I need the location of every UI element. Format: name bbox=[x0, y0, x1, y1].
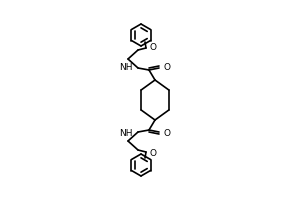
Text: O: O bbox=[163, 62, 170, 72]
Text: O: O bbox=[150, 148, 157, 158]
Text: NH: NH bbox=[119, 62, 133, 72]
Text: NH: NH bbox=[119, 129, 133, 138]
Text: O: O bbox=[163, 129, 170, 138]
Text: O: O bbox=[150, 43, 157, 51]
